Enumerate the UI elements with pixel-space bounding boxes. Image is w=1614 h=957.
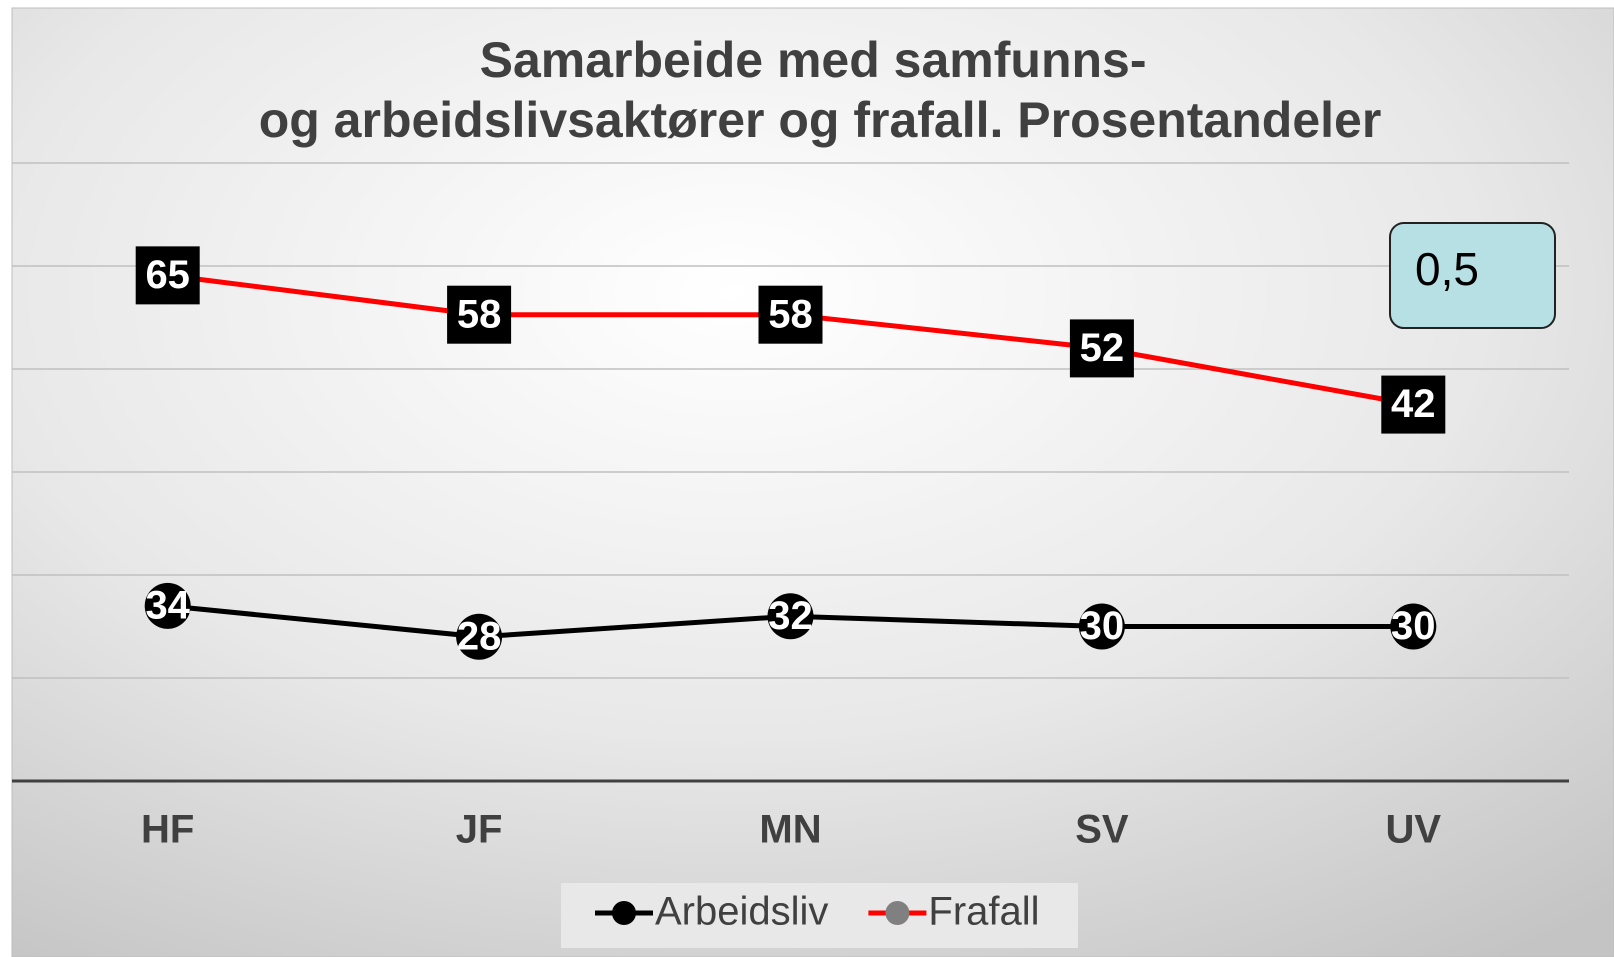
chart-title-line: og arbeidslivsaktører og frafall. Prosen…: [259, 92, 1382, 148]
legend-marker: [612, 901, 636, 925]
chart-title: Samarbeide med samfunns- og arbeidslivsa…: [259, 32, 1382, 148]
data-label-box: [758, 285, 823, 344]
marker: [456, 613, 503, 660]
data-label: 30: [1391, 604, 1436, 648]
marker: [767, 593, 814, 640]
data-label: 65: [145, 253, 190, 297]
legend-marker: [885, 901, 910, 925]
data-label: 52: [1080, 326, 1125, 370]
marker: [1078, 603, 1125, 650]
chart-title-line: Samarbeide med samfunns-: [480, 32, 1147, 88]
data-label: 32: [768, 594, 813, 638]
x-tick-label: UV: [1386, 808, 1442, 852]
data-label-box: [1381, 375, 1446, 434]
data-label: 58: [768, 292, 813, 336]
data-label: 34: [145, 583, 190, 627]
legend: Arbeidsliv Frafall: [595, 890, 1040, 934]
annotation-box: [1389, 222, 1556, 329]
annotation: 0,5: [1415, 243, 1479, 295]
chart-background: [11, 7, 1614, 957]
marker: [144, 582, 191, 629]
x-tick-label: SV: [1075, 808, 1129, 852]
data-label: 30: [1080, 604, 1125, 648]
x-tick-label: HF: [141, 808, 194, 852]
marker: [1390, 603, 1437, 650]
data-label-box: [447, 285, 512, 344]
data-label: 28: [457, 614, 502, 658]
legend-label: Frafall: [928, 890, 1039, 934]
x-tick-label: MN: [759, 808, 821, 852]
x-tick-label: JF: [456, 808, 503, 852]
plot: HF JF MN SV UV 34 28 32 30 30 65 58 58 52 42: [135, 246, 1446, 852]
data-label-box: [135, 246, 200, 305]
grid: [12, 162, 1569, 783]
legend-label: Arbeidsliv: [655, 890, 828, 934]
data-label: 42: [1391, 382, 1436, 426]
data-label-box: [1069, 319, 1134, 378]
data-label: 58: [457, 292, 502, 336]
